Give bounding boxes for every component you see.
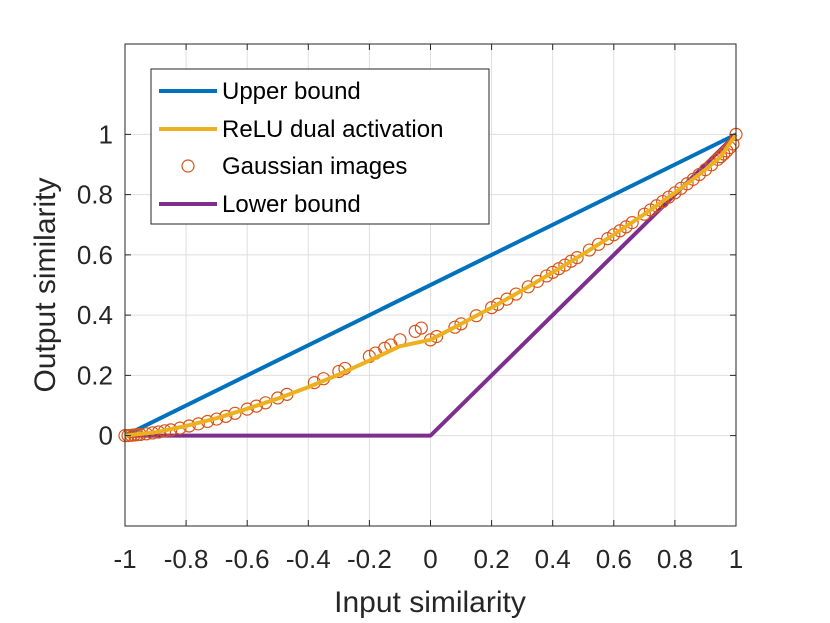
legend: Upper bound ReLU dual activation Gaussia… [150,68,490,225]
legend-box [150,68,490,225]
x-tick-label: 0.6 [596,544,632,574]
legend-label-lower-bound: Lower bound [222,191,361,218]
data-point-gaussian-images [454,317,468,331]
y-tick-label: 0 [99,421,113,451]
x-axis-title: Input similarity [334,586,526,619]
legend-label-gaussian: Gaussian images [222,153,407,180]
x-tick-label: -0.2 [347,544,392,574]
data-point-gaussian-images [625,216,639,230]
data-point-gaussian-images [570,250,584,265]
data-point-gaussian-images [469,309,483,323]
data-point-gaussian-images [414,321,428,335]
y-axis: 0 0.2 0.4 0.6 0.8 1 [77,119,736,451]
x-tick-label: 0 [423,544,437,574]
x-tick-label: -0.4 [286,544,331,574]
y-tick-label: 0.6 [77,240,113,270]
x-axis: -1 -0.8 -0.6 -0.4 -0.2 0 0.2 0.4 0.6 0.8 1 [113,44,743,574]
data-point-gaussian-images [509,287,523,301]
y-axis-title: Output similarity [29,177,62,392]
legend-marker-gaussian [181,159,195,173]
x-tick-label: -0.8 [164,544,209,574]
data-point-gaussian-images [448,320,462,334]
data-point-gaussian-images [485,300,499,315]
y-tick-label: 0.8 [77,180,113,210]
y-tick-label: 0.2 [77,360,113,390]
y-tick-label: 0.4 [77,300,113,330]
legend-label-relu: ReLU dual activation [222,116,443,143]
series-line-upper-bound [124,132,737,438]
legend-label-upper-bound: Upper bound [222,78,361,105]
y-tick-label: 1 [99,119,113,149]
x-tick-label: -0.6 [225,544,270,574]
data-point-gaussian-images [408,324,422,338]
x-tick-label: 0.4 [535,544,571,574]
data-point-gaussian-images [430,329,444,344]
x-tick-label: -1 [113,544,136,574]
x-tick-label: 0.2 [474,544,510,574]
x-tick-label: 0.8 [657,544,693,574]
series-line-lower-bound [125,132,738,438]
series-line-relu-dual-activation [124,133,738,438]
x-tick-label: 1 [729,544,743,574]
